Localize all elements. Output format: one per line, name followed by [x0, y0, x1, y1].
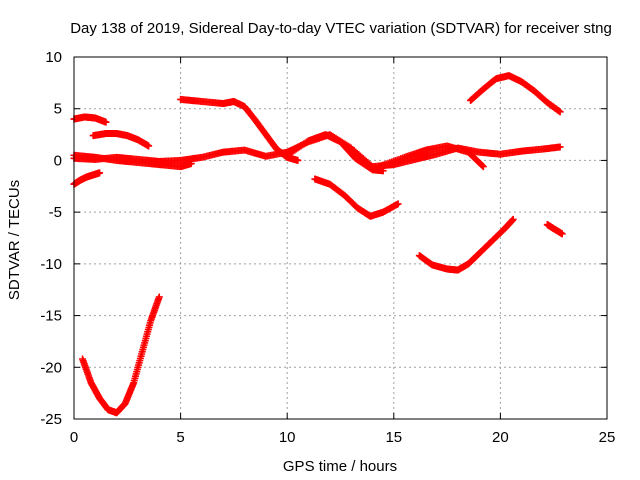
data-point: [187, 160, 195, 168]
data-marks: [70, 72, 566, 417]
series-arc-right-tail: [543, 221, 566, 238]
x-axis-label: GPS time / hours: [283, 458, 397, 475]
data-point: [558, 230, 566, 238]
data-point: [509, 215, 517, 223]
series-arc-right-low: [415, 215, 517, 274]
x-tick-label: 20: [492, 429, 509, 446]
y-axis-label: SDTVAR / TECUs: [6, 180, 23, 300]
y-tick-label: -25: [40, 411, 62, 428]
data-point: [478, 162, 486, 170]
y-tick-label: 5: [54, 101, 62, 118]
series-arc-mid-lobe: [283, 131, 387, 175]
series-arc-hump-mid: [177, 95, 302, 164]
series-arc-zero-band-2: [70, 151, 195, 171]
series-arc-mid-low: [311, 175, 402, 220]
x-tick-label: 5: [176, 429, 184, 446]
data-point: [394, 200, 402, 208]
grid-lines: [74, 57, 607, 419]
y-tick-label: 0: [54, 152, 62, 169]
data-point: [155, 293, 163, 301]
y-tick-label: -5: [49, 204, 62, 221]
series-arc-upper-left-2: [89, 130, 153, 150]
x-tick-label: 10: [279, 429, 296, 446]
x-tick-label: 15: [385, 429, 402, 446]
x-tick-label: 25: [599, 429, 616, 446]
data-point: [556, 143, 564, 151]
chart-title: Day 138 of 2019, Sidereal Day-to-day VTE…: [70, 20, 612, 37]
data-point: [556, 108, 564, 116]
x-tick-label: 0: [70, 429, 78, 446]
data-point: [102, 118, 110, 126]
series-arc-deep-low: [79, 293, 163, 417]
data-point: [96, 169, 104, 177]
y-tick-label: -15: [40, 308, 62, 325]
series-arc-right-high: [467, 72, 564, 116]
data-point: [294, 156, 302, 164]
plot-border: [73, 56, 608, 420]
y-tick-label: -20: [40, 359, 62, 376]
data-point: [145, 142, 153, 150]
series-arc-upper-left: [70, 113, 110, 126]
y-tick-label: -10: [40, 256, 62, 273]
data-point: [479, 163, 487, 171]
y-tick-label: 10: [45, 49, 62, 66]
series-arc-right-band: [375, 142, 487, 171]
